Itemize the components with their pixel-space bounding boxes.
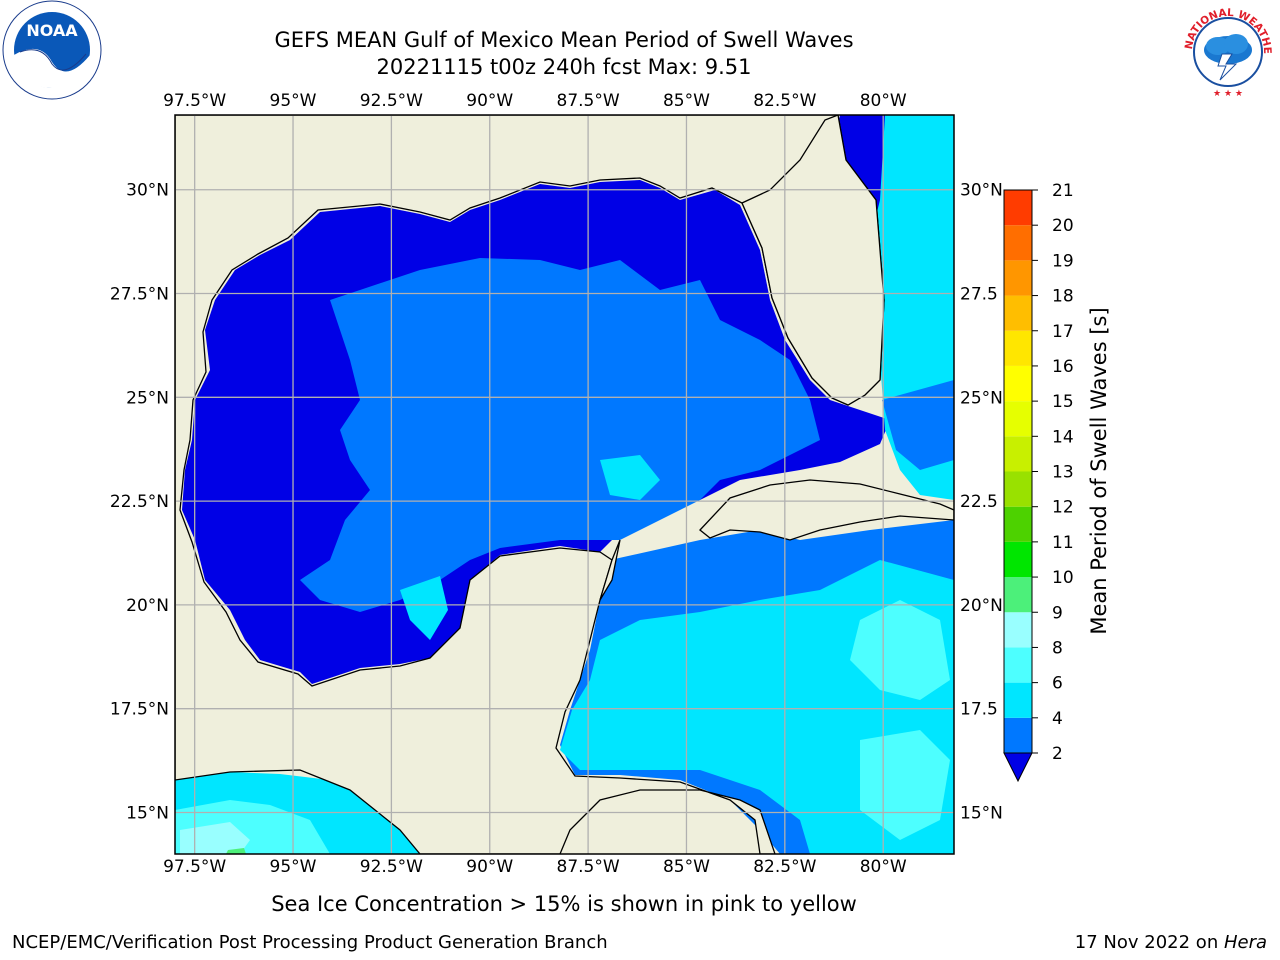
colorbar-segment-2 (1004, 717, 1032, 753)
colorbar-label: Mean Period of Swell Waves [s] (1087, 307, 1111, 634)
colorbar-segment-10 (1004, 541, 1032, 578)
svg-text:★ ★ ★: ★ ★ ★ (1213, 89, 1243, 99)
lon-label-bottom-5: 85°W (663, 857, 710, 877)
footer-date: 17 Nov 2022 on Hera (1074, 932, 1267, 953)
lat-label-right-5: 17.5 (960, 700, 998, 720)
colorbar-tick-label-21: 21 (1052, 181, 1074, 201)
colorbar-tick-label-8: 8 (1052, 638, 1063, 658)
water-8-9s-pacific (180, 822, 250, 854)
lat-label-right-2: 25°N (960, 388, 1003, 408)
colorbar-segment-4 (1004, 682, 1032, 718)
lon-label-top-6: 82.5°W (753, 91, 816, 111)
colorbar-segment-14 (1004, 401, 1032, 437)
lon-label-top-4: 87.5°W (557, 91, 620, 111)
water-2-4s-central (300, 258, 820, 612)
water-4-6s-caribbean (560, 560, 954, 854)
colorbar-tick-label-16: 16 (1052, 357, 1074, 377)
colorbar-segment-15 (1004, 365, 1032, 402)
lat-label-left-2: 25°N (126, 388, 169, 408)
colorbar-tick-label-6: 6 (1052, 674, 1063, 694)
lat-label-right-3: 22.5 (960, 492, 998, 512)
lat-label-left-6: 15°N (126, 803, 169, 823)
land-cuba (699, 479, 954, 541)
colorbar-segment-17 (1004, 295, 1032, 331)
lon-label-bottom-7: 80°W (860, 857, 907, 877)
colorbar-tick-label-17: 17 (1052, 322, 1074, 342)
land-yucatan-tip (599, 539, 621, 601)
lat-label-left-5: 17.5°N (110, 700, 169, 720)
colorbar-segment-16 (1004, 330, 1032, 366)
colorbar-tick-label-13: 13 (1052, 463, 1074, 483)
map-tick-labels: 97.5°W 97.5°W 95°W 95°W 92.5°W 92.5°W 90°W 90°W… (110, 91, 1003, 877)
colorbar-segment-19 (1004, 225, 1032, 261)
map-frame (174, 114, 955, 855)
lon-label-top-3: 90°W (466, 91, 513, 111)
water-4-6s-patch-center (600, 455, 660, 500)
water-4-6s-patch-bay (400, 576, 448, 640)
colorbar-segment-11 (1004, 506, 1032, 542)
swell-period-field (175, 115, 954, 854)
figure-title: GEFS MEAN Gulf of Mexico Mean Period of … (274, 28, 854, 52)
footer-credit: NCEP/EMC/Verification Post Processing Pr… (12, 932, 608, 953)
water-9-10s-pacific (226, 848, 246, 854)
colorbar-segment-13 (1004, 436, 1032, 472)
colorbar-tick-label-19: 19 (1052, 251, 1074, 271)
colorbar-tick-label-18: 18 (1052, 287, 1074, 307)
lat-label-right-1: 27.5 (960, 285, 998, 305)
figure-subtitle: 20221115 t00z 240h fcst Max: 9.51 (376, 55, 752, 79)
colorbar-segment-12 (1004, 471, 1032, 507)
lat-label-right-6: 15°N (960, 803, 1003, 823)
gridlines (175, 115, 954, 854)
colorbar-tick-label-9: 9 (1052, 603, 1063, 623)
lon-label-bottom-4: 87.5°W (557, 857, 620, 877)
colorbar-segment-6 (1004, 647, 1032, 683)
lat-label-right-4: 20°N (960, 596, 1003, 616)
colorbar-tick-label-4: 4 (1052, 709, 1063, 729)
lon-label-top-7: 80°W (860, 91, 907, 111)
lat-label-left-4: 20°N (126, 596, 169, 616)
lon-label-top-0: 97.5°W (163, 91, 226, 111)
sea-ice-caption: Sea Ice Concentration > 15% is shown in … (271, 892, 857, 916)
lon-label-bottom-0: 97.5°W (163, 857, 226, 877)
nws-logo: NATIONAL WEATHER SERVICE ★ ★ ★ (1176, 0, 1276, 100)
colorbar-segment-20 (1004, 190, 1032, 226)
colorbar-tick-label-12: 12 (1052, 498, 1074, 518)
lon-label-bottom-2: 92.5°W (360, 857, 423, 877)
colorbar-tick-label-14: 14 (1052, 427, 1074, 447)
colorbar-segment-18 (1004, 260, 1032, 296)
lat-label-left-3: 22.5°N (110, 492, 169, 512)
colorbar-tick-label-20: 20 (1052, 216, 1074, 236)
colorbar-tick-label-2: 2 (1052, 744, 1063, 764)
lon-label-bottom-3: 90°W (466, 857, 513, 877)
colorbar-tick-label-15: 15 (1052, 392, 1074, 412)
colorbar-tick-label-11: 11 (1052, 533, 1074, 553)
colorbar-segment-8 (1004, 612, 1032, 648)
noaa-logo: NOAA (2, 0, 102, 100)
lat-label-left-0: 30°N (126, 181, 169, 201)
land-florida (741, 115, 885, 406)
lon-label-bottom-6: 82.5°W (753, 857, 816, 877)
lon-label-top-1: 95°W (270, 91, 317, 111)
coastlines (175, 115, 954, 854)
noaa-logo-text: NOAA (26, 21, 78, 40)
colorbar-under-extension (1003, 752, 1033, 783)
colorbar-segment-9 (1004, 577, 1032, 613)
lon-label-top-2: 92.5°W (360, 91, 423, 111)
water-6-8s-caribbean (850, 600, 950, 700)
water-2-4s-straits (882, 380, 954, 470)
colorbar: 2 4 6 8 9 10 11 12 13 14 15 16 17 18 19 20 21 Mean Period… (1003, 181, 1111, 783)
lat-label-right-0: 30°N (960, 181, 1003, 201)
lon-label-top-5: 85°W (663, 91, 710, 111)
lon-label-bottom-1: 95°W (270, 857, 317, 877)
colorbar-tick-label-10: 10 (1052, 568, 1074, 588)
lat-label-left-1: 27.5°N (110, 285, 169, 305)
